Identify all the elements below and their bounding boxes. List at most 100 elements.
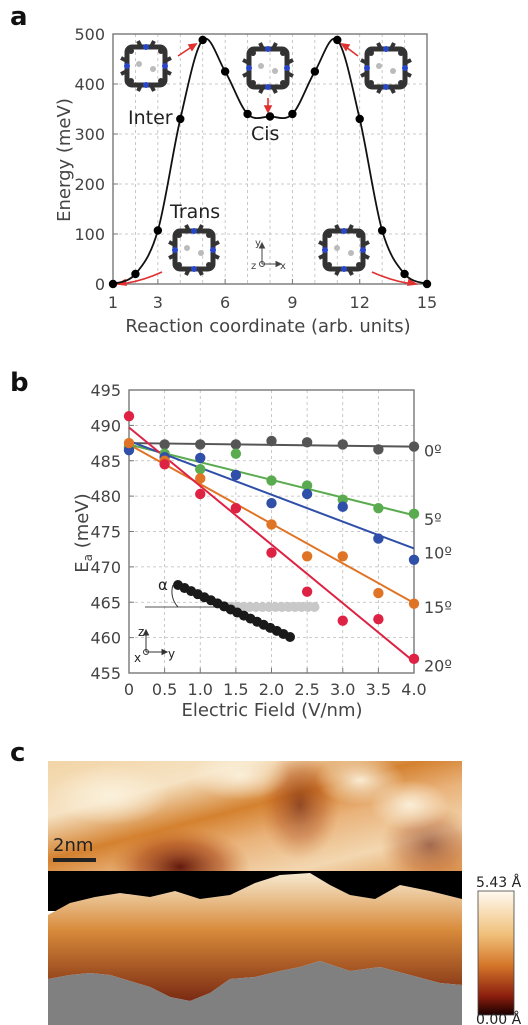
y-tick-label: 470 bbox=[90, 558, 121, 577]
data-point bbox=[123, 437, 135, 449]
y-tick-label: 485 bbox=[90, 452, 121, 471]
series-label: 5º bbox=[424, 510, 442, 529]
x-tick-label: 1.5 bbox=[223, 680, 248, 699]
chart-b-x-axis-label: Electric Field (V/nm) bbox=[181, 700, 362, 720]
x-tick-label: 0 bbox=[124, 680, 134, 699]
activation-energy-chart: 0 0.5 1.0 1.5 2.0 2.5 3.0 3.5 4.0 455 460 465 470 47… bbox=[72, 381, 452, 720]
y-tick-label: 500 bbox=[74, 25, 105, 44]
data-point bbox=[337, 439, 348, 450]
data-point bbox=[230, 502, 242, 514]
data-point bbox=[266, 498, 277, 509]
data-point bbox=[195, 464, 206, 475]
y-tick-label: 100 bbox=[74, 225, 105, 244]
data-point bbox=[301, 480, 313, 491]
molecule-inter-left-icon bbox=[121, 41, 171, 91]
inset-atom bbox=[309, 602, 320, 612]
x-tick-label: 3 bbox=[153, 293, 163, 312]
data-point bbox=[408, 441, 420, 452]
data-point bbox=[337, 615, 348, 626]
energy-point bbox=[422, 279, 432, 289]
energy-point bbox=[265, 112, 275, 121]
scalebar-label: 2nm bbox=[53, 835, 93, 856]
x-tick-label: 6 bbox=[220, 293, 230, 312]
chart-b-y-ticks: 455 460 465 470 475 480 485 490 495 bbox=[90, 381, 134, 683]
chart-b-x-ticks: 0 0.5 1.0 1.5 2.0 2.5 3.0 3.5 4.0 bbox=[124, 668, 427, 699]
x-tick-label: 2.5 bbox=[294, 680, 319, 699]
molecule-inter-right-icon bbox=[361, 43, 411, 93]
colorbar-max-label: 5.43 Å bbox=[476, 874, 522, 891]
series-label: 10º bbox=[424, 543, 452, 562]
energy-point bbox=[198, 35, 207, 45]
x-tick-label: 2.0 bbox=[259, 680, 284, 699]
glyph-z: z bbox=[251, 261, 256, 272]
panel-label-c: c bbox=[10, 738, 26, 768]
chart-a-x-axis-label: Reaction coordinate (arb. units) bbox=[125, 316, 410, 337]
x-tick-label: 15 bbox=[417, 293, 437, 312]
data-point bbox=[195, 473, 206, 484]
data-point bbox=[266, 547, 277, 558]
data-point bbox=[230, 469, 242, 481]
angle-labels: 0º 5º 10º 15º 20º bbox=[424, 442, 452, 676]
inset-alpha: α bbox=[158, 576, 168, 594]
data-point bbox=[301, 586, 313, 597]
data-point bbox=[230, 448, 242, 459]
y-tick-label: 400 bbox=[74, 75, 105, 94]
data-point bbox=[373, 533, 384, 544]
data-point bbox=[195, 488, 206, 500]
data-point bbox=[230, 439, 242, 450]
energy-point bbox=[131, 269, 140, 279]
energy-point bbox=[288, 109, 297, 119]
energy-point bbox=[153, 226, 163, 235]
data-point bbox=[266, 435, 277, 447]
molecule-trans-left-icon bbox=[169, 225, 219, 275]
data-point bbox=[408, 653, 420, 665]
x-tick-label: 0.5 bbox=[152, 680, 177, 699]
molecule-trans-right-icon bbox=[319, 225, 369, 275]
energy-points bbox=[108, 35, 432, 289]
y-tick-label: 455 bbox=[90, 664, 121, 683]
inset-x: x bbox=[134, 651, 141, 665]
stm-image-3d bbox=[48, 873, 462, 1001]
chart-a-y-axis-label: Energy (meV) bbox=[54, 98, 75, 222]
data-point bbox=[408, 508, 420, 520]
chart-a-x-ticks: 1 3 6 9 12 15 bbox=[108, 279, 437, 312]
data-point bbox=[301, 488, 313, 500]
series-label: 20º bbox=[424, 657, 452, 676]
data-point bbox=[195, 452, 206, 464]
energy-point bbox=[377, 226, 387, 235]
fit-line bbox=[128, 426, 415, 663]
data-point bbox=[373, 614, 384, 625]
data-point bbox=[159, 439, 170, 450]
field-inset: α z x y bbox=[134, 576, 320, 665]
y-tick-label: 0 bbox=[95, 275, 105, 294]
chart-a-grid bbox=[113, 34, 427, 284]
x-tick-label: 4.0 bbox=[401, 680, 426, 699]
stm-3d-base bbox=[48, 961, 462, 1025]
data-point bbox=[408, 598, 420, 609]
red-arrows bbox=[115, 42, 419, 286]
chart-a-y-ticks: 0 100 200 300 400 500 bbox=[74, 25, 118, 294]
energy-point bbox=[220, 67, 230, 76]
y-tick-label: 300 bbox=[74, 125, 105, 144]
data-point bbox=[266, 475, 277, 486]
chart-b-y-axis-label: Ea (meV) bbox=[72, 493, 95, 572]
data-point bbox=[195, 439, 206, 450]
energy-point bbox=[333, 35, 342, 45]
colorbar bbox=[477, 890, 515, 1016]
y-tick-label: 465 bbox=[90, 593, 121, 612]
data-point bbox=[337, 501, 348, 512]
series-label: 15º bbox=[424, 598, 452, 617]
data-point bbox=[408, 554, 420, 565]
y-tick-label: 200 bbox=[74, 175, 105, 194]
y-tick-label: 475 bbox=[90, 523, 121, 542]
inset-y: y bbox=[168, 647, 175, 661]
reaction-energy-chart: 1 3 6 9 12 15 0 100 200 300 400 500 Reaction coord… bbox=[54, 25, 437, 337]
x-tick-label: 1 bbox=[108, 293, 118, 312]
data-point bbox=[373, 444, 384, 455]
colorbar-min-label: 0.00 Å bbox=[476, 1011, 522, 1025]
glyph-y: y bbox=[255, 238, 261, 249]
energy-point bbox=[310, 67, 320, 76]
panel-label-b: b bbox=[10, 368, 29, 398]
y-tick-label: 460 bbox=[90, 629, 121, 648]
data-point bbox=[159, 459, 170, 470]
